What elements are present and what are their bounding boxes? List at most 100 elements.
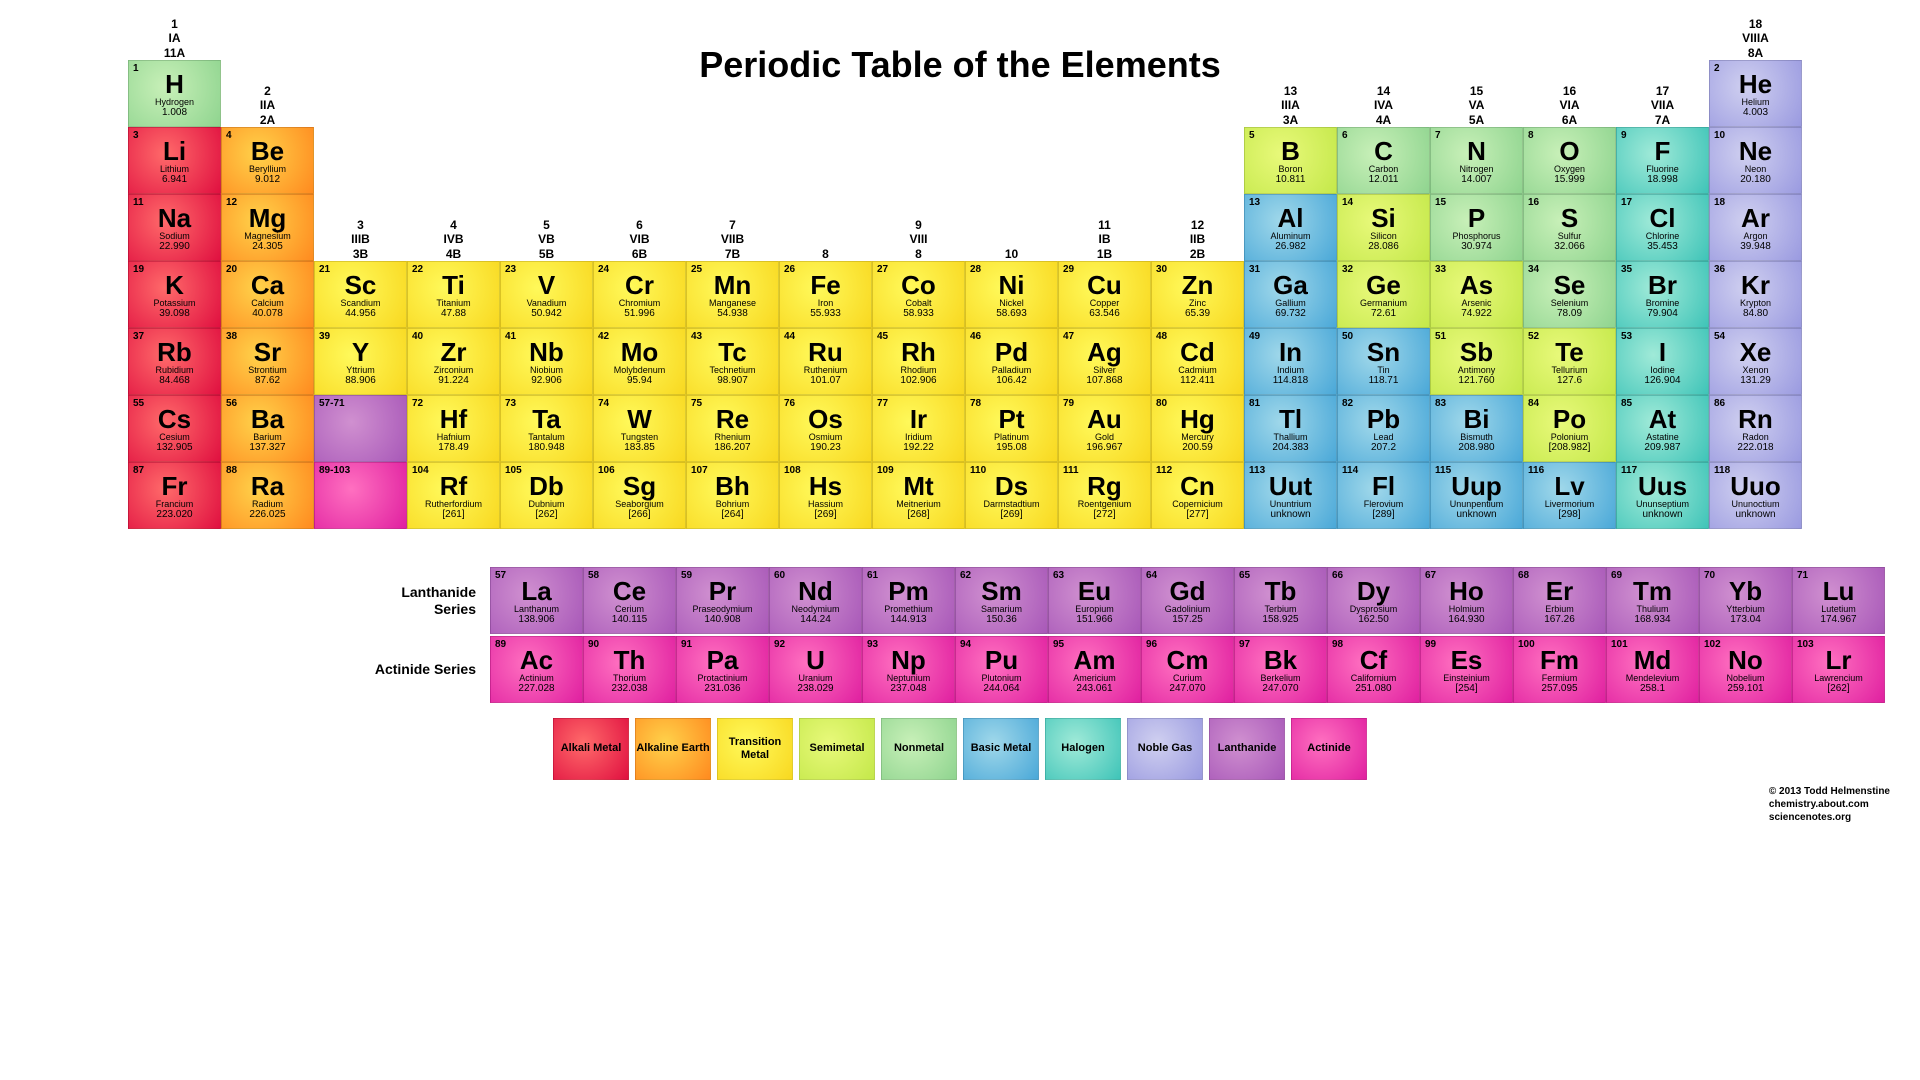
atomic-mass: unknown xyxy=(1456,509,1496,520)
atomic-number: 104 xyxy=(412,465,429,476)
element-name: Cadmium xyxy=(1178,366,1217,376)
element-name: Cesium xyxy=(159,433,190,443)
element-symbol: Uup xyxy=(1451,473,1502,499)
empty-cell xyxy=(872,127,965,194)
element-Cu: 29CuCopper63.546 xyxy=(1058,261,1151,328)
atomic-number: 70 xyxy=(1704,570,1715,581)
atomic-number: 53 xyxy=(1621,331,1632,342)
atomic-mass: [208.982] xyxy=(1549,442,1591,453)
element-Uuo: 118UuoUnunoctiumunknown xyxy=(1709,462,1802,529)
element-name: Tungsten xyxy=(621,433,658,443)
element-symbol: Dy xyxy=(1357,578,1390,604)
element-Np: 93NpNeptunium237.048 xyxy=(862,636,955,703)
element-name: Rhodium xyxy=(900,366,936,376)
element-symbol: Tl xyxy=(1279,406,1302,432)
element-name: Livermorium xyxy=(1545,500,1595,510)
element-name: Iodine xyxy=(1650,366,1675,376)
legend-noble: Noble Gas xyxy=(1127,718,1203,780)
atomic-number: 93 xyxy=(867,639,878,650)
atomic-mass: 259.101 xyxy=(1727,683,1763,694)
atomic-mass: [266] xyxy=(628,509,650,520)
element-symbol: C xyxy=(1374,138,1393,164)
element-Cf: 98CfCalifornium251.080 xyxy=(1327,636,1420,703)
atomic-mass: 131.29 xyxy=(1740,375,1771,386)
series-block: Lanthanide Series 57LaLanthanum138.90658… xyxy=(360,565,1885,703)
element-symbol: Bk xyxy=(1264,647,1297,673)
atomic-mass: 164.930 xyxy=(1448,614,1484,625)
atomic-mass: 106.42 xyxy=(996,375,1027,386)
element-name: Actinium xyxy=(519,674,554,684)
element-Ta: 73TaTantalum180.948 xyxy=(500,395,593,462)
element-name: Iron xyxy=(818,299,834,309)
atomic-number: 36 xyxy=(1714,264,1725,275)
atomic-number: 89 xyxy=(495,639,506,650)
atomic-number: 90 xyxy=(588,639,599,650)
element-name: Fermium xyxy=(1542,674,1578,684)
atomic-number: 101 xyxy=(1611,639,1628,650)
element-Lu: 71LuLutetium174.967 xyxy=(1792,567,1885,634)
element-name: Radon xyxy=(1742,433,1769,443)
element-Md: 101MdMendelevium258.1 xyxy=(1606,636,1699,703)
element-symbol: Tc xyxy=(718,339,746,365)
element-name: Cobalt xyxy=(905,299,931,309)
atomic-number: 76 xyxy=(784,398,795,409)
element-name: Zinc xyxy=(1189,299,1206,309)
element-symbol: Kr xyxy=(1741,272,1770,298)
element-symbol: Th xyxy=(614,647,646,673)
atomic-mass: 258.1 xyxy=(1640,683,1665,694)
atomic-number: 42 xyxy=(598,331,609,342)
element-symbol: Tb xyxy=(1265,578,1297,604)
element-symbol: K xyxy=(165,272,184,298)
atomic-mass: 132.905 xyxy=(156,442,192,453)
element-symbol: Sn xyxy=(1367,339,1400,365)
element-Bi: 83BiBismuth208.980 xyxy=(1430,395,1523,462)
atomic-mass: 238.029 xyxy=(797,683,833,694)
element-Ni: 28NiNickel58.693 xyxy=(965,261,1058,328)
empty-cell xyxy=(779,127,872,194)
periodic-table-grid: 1IA11A18VIIIA8A1HHydrogen1.0082HeHelium4… xyxy=(128,60,1802,529)
element-symbol: Fe xyxy=(810,272,840,298)
element-symbol: Ti xyxy=(442,272,465,298)
actinide-placeholder: 89-103 xyxy=(314,462,407,529)
element-symbol: Rb xyxy=(157,339,192,365)
element-Db: 105DbDubnium[262] xyxy=(500,462,593,529)
atomic-mass: 237.048 xyxy=(890,683,926,694)
element-Nd: 60NdNeodymium144.24 xyxy=(769,567,862,634)
atomic-mass: 190.23 xyxy=(810,442,841,453)
element-Mo: 42MoMolybdenum95.94 xyxy=(593,328,686,395)
atomic-number: 94 xyxy=(960,639,971,650)
atomic-mass: 227.028 xyxy=(518,683,554,694)
legend-basic: Basic Metal xyxy=(963,718,1039,780)
element-name: Xenon xyxy=(1742,366,1768,376)
atomic-number: 67 xyxy=(1425,570,1436,581)
element-O: 8OOxygen15.999 xyxy=(1523,127,1616,194)
element-Pd: 46PdPalladium106.42 xyxy=(965,328,1058,395)
atomic-number: 45 xyxy=(877,331,888,342)
element-name: Tantalum xyxy=(528,433,565,443)
element-symbol: Cs xyxy=(158,406,191,432)
atomic-mass: 55.933 xyxy=(810,308,841,319)
atomic-number: 63 xyxy=(1053,570,1064,581)
credit-text: © 2013 Todd Helmenstinechemistry.about.c… xyxy=(1769,785,1890,824)
atomic-number: 28 xyxy=(970,264,981,275)
element-Es: 99EsEinsteinium[254] xyxy=(1420,636,1513,703)
empty-cell xyxy=(314,127,407,194)
atomic-mass: 180.948 xyxy=(528,442,564,453)
element-symbol: At xyxy=(1649,406,1676,432)
atomic-number: 109 xyxy=(877,465,894,476)
atomic-mass: 121.760 xyxy=(1458,375,1494,386)
element-symbol: F xyxy=(1655,138,1671,164)
atomic-mass: 137.327 xyxy=(249,442,285,453)
atomic-number: 58 xyxy=(588,570,599,581)
element-Ga: 31GaGallium69.732 xyxy=(1244,261,1337,328)
atomic-mass: 15.999 xyxy=(1554,174,1585,185)
atomic-number: 25 xyxy=(691,264,702,275)
element-name: Berkelium xyxy=(1260,674,1300,684)
atomic-mass: 244.064 xyxy=(983,683,1019,694)
legend-lanthanide: Lanthanide xyxy=(1209,718,1285,780)
group-header-16: 16VIA6A xyxy=(1523,73,1616,127)
element-symbol: Pb xyxy=(1367,406,1400,432)
atomic-mass: 231.036 xyxy=(704,683,740,694)
atomic-mass: 207.2 xyxy=(1371,442,1396,453)
element-Tc: 43TcTechnetium98.907 xyxy=(686,328,779,395)
